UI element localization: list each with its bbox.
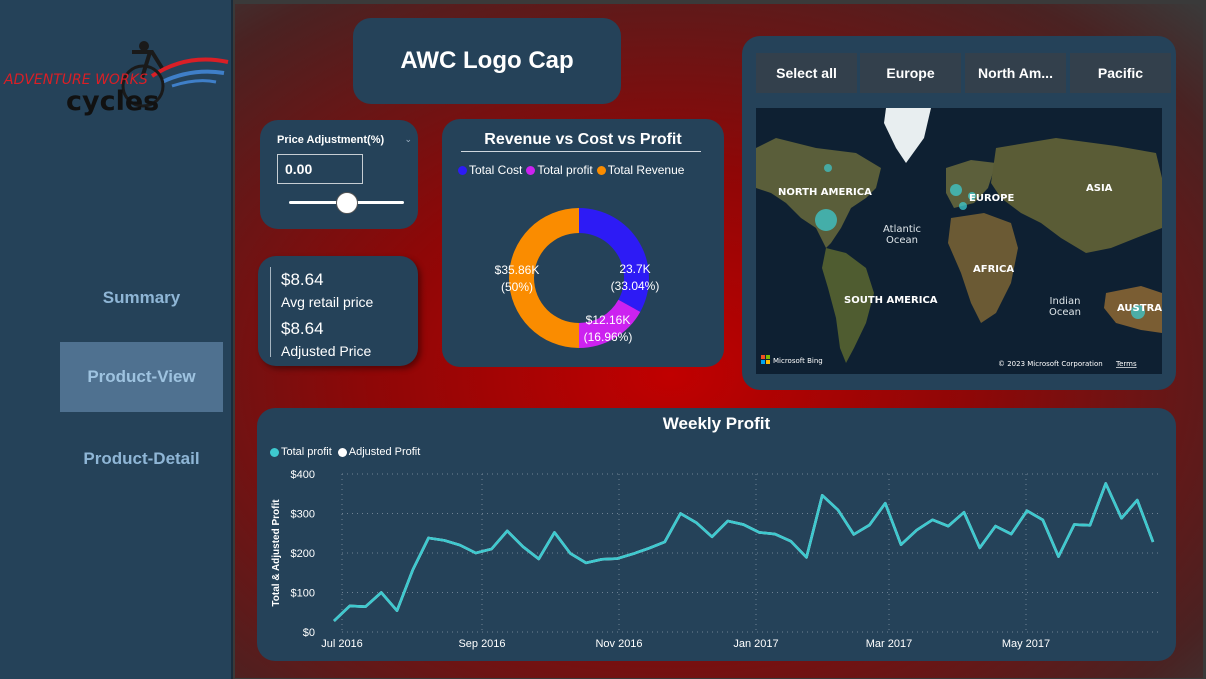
y-axis-label: Total & Adjusted Profit <box>271 499 282 607</box>
y-tick-label: $100 <box>291 588 315 600</box>
map-bubble-australia[interactable] <box>1131 305 1145 319</box>
map-bubble-north-america[interactable] <box>815 209 837 231</box>
price-adjustment-input[interactable] <box>277 154 363 184</box>
map-label-south-america: SOUTH AMERICA <box>844 295 938 306</box>
avg-retail-price-label: Avg retail price <box>281 294 374 310</box>
donut-percent-label: (16.96%) <box>584 330 633 344</box>
adventure-works-logo: ADVENTURE WORKS cycles <box>3 41 229 117</box>
nav-product-view[interactable]: Product-View <box>60 342 223 412</box>
legend-total-profit-line[interactable]: Total profit <box>270 446 332 458</box>
legend-total-revenue[interactable]: Total Revenue <box>596 163 684 177</box>
price-adjustment-slicer: Price Adjustment(%) ⌄ <box>260 120 418 229</box>
x-tick-label: Jul 2016 <box>321 638 363 650</box>
map-label-north-america: NORTH AMERICA <box>778 187 872 198</box>
map-bubble-germany[interactable] <box>968 192 976 200</box>
region-pacific-button[interactable]: Pacific <box>1070 53 1171 93</box>
map-label-ocean-1: Ocean <box>886 235 918 246</box>
adjusted-price-value: $8.64 <box>281 319 324 338</box>
page-title: AWC Logo Cap <box>400 47 574 74</box>
donut-percent-label: (33.04%) <box>611 279 660 293</box>
weekly-profit-chart: $0 $100 $200 $300 $400 Jul 2016 Sep 2016 Nov 20… <box>271 469 1162 650</box>
price-adjustment-label: Price Adjustment(%) <box>277 134 385 146</box>
donut-slice-total-revenue[interactable] <box>509 208 579 348</box>
map-label-ocean-2: Ocean <box>1049 307 1081 318</box>
map-bubble-uk[interactable] <box>950 184 962 196</box>
price-kpi-card: $8.64 Avg retail price $8.64 Adjusted Pr… <box>258 256 418 366</box>
map-label-australia: AUSTRAL <box>1117 303 1162 314</box>
weekly-profit-card: Weekly Profit Total profit Adjusted Prof… <box>257 408 1176 661</box>
map-label-europe: EUROPE <box>969 193 1014 204</box>
avg-retail-price-value: $8.64 <box>281 270 324 289</box>
nav-summary[interactable]: Summary <box>60 263 223 333</box>
nav-summary-label: Summary <box>102 288 181 307</box>
donut-legend: Total Cost Total profit Total Revenue <box>458 163 684 177</box>
donut-value-label: 23.7K <box>619 262 650 276</box>
map-attribution-copyright: © 2023 Microsoft Corporation <box>998 360 1103 368</box>
revenue-cost-profit-donut-card: Revenue vs Cost vs Profit Total Cost Tot… <box>442 119 724 367</box>
region-north-america-button[interactable]: North Am... <box>965 53 1066 93</box>
world-map-svg: NORTH AMERICA EUROPE ASIA AFRICA SOUTH A… <box>756 108 1162 374</box>
weekly-profit-legend: Total profit Adjusted Profit <box>270 446 420 458</box>
x-tick-label: Sep 2016 <box>458 638 505 650</box>
donut-title: Revenue vs Cost vs Profit <box>484 131 682 148</box>
weekly-profit-title: Weekly Profit <box>662 414 771 433</box>
region-select-all-button[interactable]: Select all <box>756 53 857 93</box>
sidebar: ADVENTURE WORKS cycles Summary Product-V… <box>0 0 233 679</box>
adjusted-price-label: Adjusted Price <box>281 343 372 359</box>
donut-slice-total-cost[interactable] <box>579 208 649 312</box>
donut-value-label: $12.16K <box>586 313 631 327</box>
donut-value-label: $35.86K <box>495 263 540 277</box>
map-label-africa: AFRICA <box>973 264 1014 275</box>
donut-title-underline <box>461 151 701 152</box>
donut-slice-total-profit[interactable] <box>579 299 641 348</box>
chevron-down-icon[interactable]: ⌄ <box>404 134 412 144</box>
y-tick-label: $300 <box>291 509 315 521</box>
series-line-total-profit[interactable] <box>333 482 1155 622</box>
y-tick-label: $200 <box>291 548 315 560</box>
y-tick-label: $400 <box>291 469 315 481</box>
nav-product-detail-label: Product-Detail <box>83 449 200 468</box>
sales-map-card: Select all Europe North Am... Pacific NO… <box>742 36 1176 390</box>
map-terms-link[interactable]: Terms <box>1115 360 1137 368</box>
x-tick-label: Jan 2017 <box>733 638 778 650</box>
donut-percent-label: (50%) <box>501 280 533 294</box>
map-label-atlantic: Atlantic <box>883 224 921 235</box>
map-bubble-france[interactable] <box>959 202 967 210</box>
logo-text-top: ADVENTURE WORKS <box>3 72 148 88</box>
map-bubble-canada[interactable] <box>824 164 832 172</box>
legend-total-cost[interactable]: Total Cost <box>458 163 522 177</box>
map-attribution-bing: Microsoft Bing <box>773 357 823 365</box>
y-tick-label: $0 <box>303 627 315 639</box>
region-europe-button[interactable]: Europe <box>860 53 961 93</box>
title-card: AWC Logo Cap <box>353 18 621 104</box>
x-tick-label: May 2017 <box>1002 638 1050 650</box>
map-label-indian: Indian <box>1050 296 1081 307</box>
map-label-asia: ASIA <box>1086 183 1113 194</box>
legend-adjusted-profit-line[interactable]: Adjusted Profit <box>337 446 420 458</box>
microsoft-logo-icon <box>761 355 770 364</box>
kpi-divider <box>270 267 271 357</box>
x-tick-label: Nov 2016 <box>595 638 642 650</box>
world-map[interactable]: NORTH AMERICA EUROPE ASIA AFRICA SOUTH A… <box>756 108 1162 374</box>
nav-product-view-label: Product-View <box>87 367 196 386</box>
logo-text-bottom: cycles <box>66 86 159 117</box>
nav-product-detail[interactable]: Product-Detail <box>60 424 223 494</box>
x-tick-label: Mar 2017 <box>866 638 912 650</box>
donut-chart: 23.7K (33.04%) $12.16K (16.96%) $35.86K (50%) <box>495 208 660 348</box>
series-line-adjusted-profit[interactable] <box>333 482 1155 622</box>
price-slider-handle[interactable] <box>335 192 358 214</box>
legend-total-profit[interactable]: Total profit <box>526 163 593 177</box>
